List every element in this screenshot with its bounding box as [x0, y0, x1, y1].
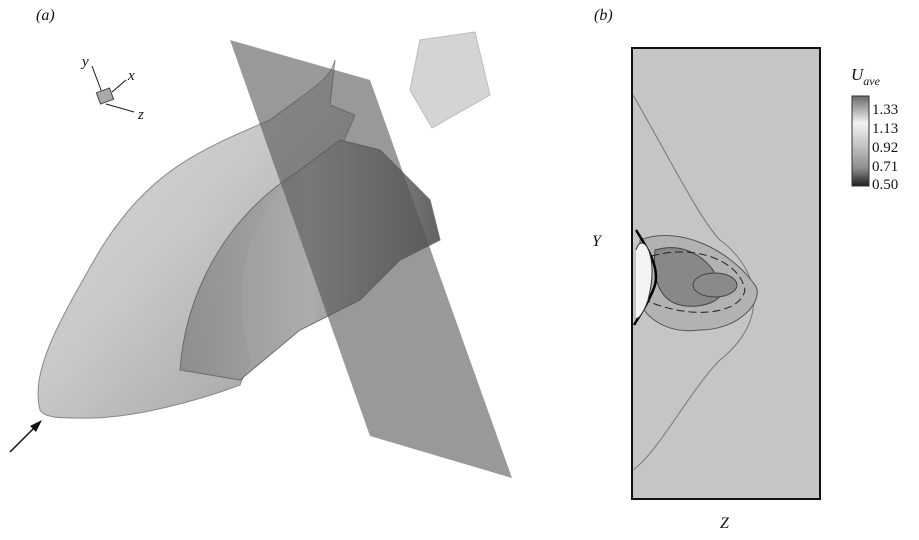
axis-cube: [96, 88, 113, 104]
colorbar-title: Uave: [851, 65, 881, 88]
colorbar-label: 0.71: [872, 159, 898, 175]
page-body: {"panel_a": {"label": "(a)", "axes": {"y…: [0, 0, 919, 535]
axis-line: [106, 104, 134, 112]
axis-label: Y: [592, 233, 603, 250]
axis-label: Z: [720, 515, 730, 532]
colorbar-label: 0.92: [872, 140, 898, 156]
figure: (a) y x z (b) Y Z Uave 1.33 1.13 0.92 0.…: [0, 0, 919, 535]
panel-label: (b): [594, 7, 613, 24]
contour-region: [693, 273, 737, 297]
colorbar-label: 0.50: [872, 177, 898, 193]
colorbar-label: 1.13: [872, 121, 898, 137]
axis-line: [112, 80, 126, 92]
axis-label: x: [127, 68, 135, 84]
axis-triad: y x z: [80, 54, 144, 123]
page: html, body { margin: 0; padding: 0; back…: [0, 0, 919, 535]
panel-label: (a): [36, 7, 55, 24]
axis-label: y: [80, 54, 89, 70]
colorbar-subscript: ave: [863, 74, 880, 88]
axis-label: z: [137, 107, 144, 123]
colorbar-scale: [852, 96, 869, 186]
arrow: [10, 420, 42, 452]
colorbar-label: 1.33: [872, 102, 898, 118]
colorbar: Uave 1.33 1.13 0.92 0.71 0.50: [851, 65, 898, 193]
wake-surface: [410, 32, 490, 128]
